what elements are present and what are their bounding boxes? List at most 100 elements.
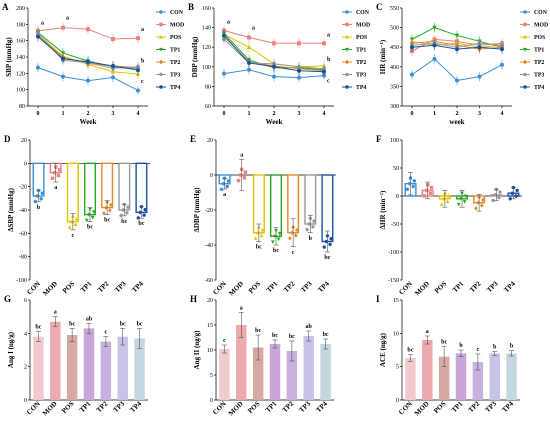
y-tick-label: 120 [202,45,211,51]
y-tick-label: 15 [207,323,213,329]
data-point [136,216,140,220]
data-point-tp4 [432,43,437,48]
data-point [236,178,241,183]
x-tick-label: MOD [227,400,245,418]
panel-label: B [188,2,194,12]
panel-label: A [2,2,9,12]
bar-mod [50,321,61,400]
data-point-tp4 [61,56,65,61]
x-tick-label: 2 [87,111,90,117]
y-tick-label: 20 [21,138,27,144]
data-point [329,237,333,241]
data-point [411,184,415,189]
data-point-mod [86,27,90,32]
significance-label: ab [86,316,93,322]
x-tick-label: TP2 [281,399,296,414]
y-tick-label: 0 [210,398,213,404]
legend-label: TP3 [170,73,180,79]
significance-label: b [493,344,497,350]
data-point [311,225,315,229]
data-point-con [410,72,414,77]
data-point [242,176,247,180]
significance-label: c [105,330,108,336]
panel-label: F [376,134,382,144]
x-tick-label: TP4 [129,399,144,414]
x-tick-label: 0 [37,111,40,117]
panel-label: I [376,294,380,304]
significance-label: bc [256,245,262,251]
y-tick-label: 80 [205,84,211,90]
x-tick-label: POS [247,280,262,295]
x-tick-label: MOD [41,280,59,298]
data-point-con [86,78,90,83]
data-point-tp4 [297,68,301,73]
y-tick-label: 50 [393,166,399,172]
bar-tp4 [506,353,517,400]
panel-label: G [4,294,11,304]
data-point [142,213,146,217]
legend-label: TP1 [170,48,180,54]
significance-label: a [54,310,57,316]
data-point-tp4 [410,45,414,50]
data-point-tp4 [272,64,276,69]
legend-label: TP1 [534,48,544,54]
significance-label: a [66,15,69,21]
data-point-tp4 [222,33,226,38]
y-axis-label: ACE (ng/g) [379,332,387,367]
data-point [67,225,72,229]
bar-tp4 [135,162,148,214]
bar-pos [66,162,79,223]
bar-con [219,349,230,400]
x-tick-label: 1 [62,111,65,117]
y-tick-label: 0 [396,398,399,404]
y-axis-label: ΔSBP (mmHg) [7,187,15,232]
y-tick-label: 20 [207,138,213,144]
data-point [288,236,292,241]
x-tick-label: TP4 [130,279,145,294]
bar-tp1 [83,162,97,216]
panel-a: A 80 100 120 140 160 180 200 SBP (mmHg) 0 1 2 3 4 Week… [2,2,184,126]
legend-marker [345,85,349,89]
x-tick-label: TP3 [113,279,128,294]
significance-label: bc [272,333,278,339]
y-tick-label: 10 [393,331,399,337]
legend-label: MOD [534,23,548,29]
legend-marker [523,34,527,39]
y-tick-label: 0 [24,398,27,404]
bar-tp4 [134,338,145,400]
y-tick-label: -100 [388,250,399,256]
significance-label: a [54,185,57,191]
data-point [305,227,309,232]
data-point-con [36,65,40,70]
data-point [479,203,484,208]
legend-marker [159,72,163,77]
y-tick-label: 550 [390,6,399,12]
x-tick-label: POS [61,280,76,295]
bar-tp3 [117,336,128,400]
x-tick-label: 4 [137,111,140,117]
data-point-mod [111,37,115,42]
y-tick-label: 350 [390,84,399,90]
data-point-tp4 [477,45,482,50]
data-point [90,215,95,220]
data-point [424,188,429,193]
legend-marker [345,22,349,27]
data-point [143,207,147,212]
legend-marker [345,59,349,65]
legend-label: MOD [356,23,370,29]
significance-label: a [141,27,144,33]
data-point [270,240,275,244]
bar-mod [236,325,247,400]
legend-marker [159,85,163,89]
y-tick-label: 20 [207,298,213,304]
legend-label: TP2 [534,60,544,66]
significance-label: c [292,250,295,256]
data-point-con [432,56,437,61]
y-tick-label: -150 [388,278,399,284]
significance-label: a [327,32,330,38]
data-point [322,245,326,249]
data-point [476,200,480,205]
significance-label: b [309,236,313,242]
legend-label: POS [356,35,367,41]
y-tick-label: 160 [16,39,25,45]
